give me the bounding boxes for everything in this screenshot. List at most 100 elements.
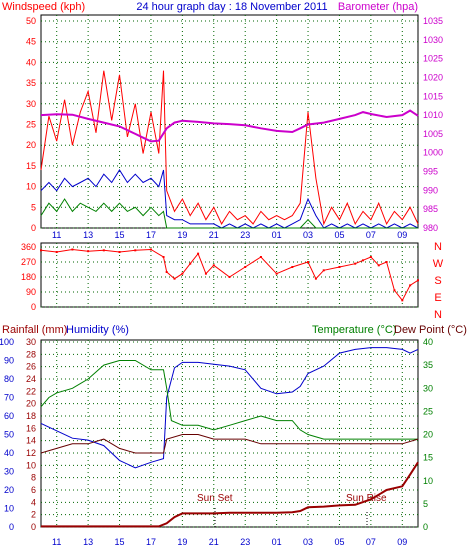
rain-tick-label: 16 [26,423,36,433]
wind-tick-label: 30 [26,99,36,109]
wind-tick-label: 5 [31,202,36,212]
x-tick-label: 01 [272,230,282,240]
x-tick-label: 15 [115,230,125,240]
rain-tick-label: 0 [31,522,36,532]
sunrise-label: Sun Rise [346,493,387,504]
baro-tick-label: 1030 [423,35,443,45]
wind-tick-label: 45 [26,37,36,47]
x-tick-label: 09 [397,537,407,547]
rain-tick-label: 10 [26,460,36,470]
x-tick-label: 23 [240,537,250,547]
plot-layer: 0510152025303540455098098599099510001005… [0,15,444,547]
barometer-axis-title: Barometer (hpa) [338,1,418,13]
rain-tick-label: 14 [26,436,36,446]
rainfall-axis-title: Rainfall (mm) [2,324,67,336]
direction-tick-label: 270 [21,257,36,267]
rain-tick-label: 4 [31,497,36,507]
direction-tick-label: 360 [21,242,36,252]
x-tick-label: 19 [177,537,187,547]
rain-tick-label: 22 [26,386,36,396]
humidity-tick-label: 0 [9,522,14,532]
humidity-tick-label: 40 [4,448,14,458]
rain-tick-label: 18 [26,411,36,421]
baro-tick-label: 1025 [423,54,443,64]
humidity-tick-label: 10 [4,504,14,514]
wind-tick-label: 0 [31,223,36,233]
humidity-tick-label: 30 [4,467,14,477]
x-tick-label: 13 [83,230,93,240]
humidity-tick-label: 20 [4,485,14,495]
x-tick-label: 09 [397,230,407,240]
sunset-label: Sun Set [197,493,233,504]
baro-tick-label: 1020 [423,72,443,82]
x-tick-label: 21 [209,230,219,240]
temperature-tick-label: 30 [423,383,433,393]
baro-tick-label: 1015 [423,91,443,101]
rain-tick-label: 2 [31,510,36,520]
direction-tick-label: 90 [26,287,36,297]
direction-tick-label: 0 [31,302,36,312]
humidity-tick-label: 70 [4,393,14,403]
rain-tick-label: 30 [26,337,36,347]
baro-tick-label: 1035 [423,16,443,26]
wind-tick-label: 40 [26,57,36,67]
compass-label: E [434,292,441,304]
wind-tick-label: 50 [26,16,36,26]
temperature-tick-label: 20 [423,430,433,440]
x-tick-label: 05 [334,230,344,240]
windspeed-axis-title: Windspeed (kph) [2,1,85,13]
humidity-tick-label: 100 [0,337,14,347]
baro-tick-label: 1000 [423,148,443,158]
temperature-axis-title: Temperature (°C) [312,324,396,336]
climate-panel [40,339,419,528]
baro-tick-label: 985 [423,204,438,214]
wind-tick-label: 10 [26,182,36,192]
x-tick-label: 15 [115,537,125,547]
barometer-line [40,109,419,143]
x-tick-label: 11 [52,230,61,240]
humidity-axis-title: Humidity (%) [66,324,129,336]
rain-tick-label: 28 [26,349,36,359]
temperature-tick-label: 15 [423,453,433,463]
temperature-tick-label: 0 [423,522,428,532]
rain-tick-label: 24 [26,374,36,384]
direction-line [40,248,419,302]
compass-label: W [433,258,444,270]
wind-tick-label: 15 [26,161,36,171]
baro-tick-label: 995 [423,167,438,177]
wind-gust-line [40,70,419,226]
x-tick-label: 07 [366,230,376,240]
wind-tick-label: 35 [26,78,36,88]
x-tick-label: 17 [146,230,156,240]
rainfall-line [41,461,419,528]
temperature-tick-label: 5 [423,499,428,509]
wind-tick-label: 20 [26,140,36,150]
compass-label: N [434,309,442,321]
humidity-line [40,347,419,469]
rain-tick-label: 20 [26,399,36,409]
x-tick-label: 07 [366,537,376,547]
temperature-tick-label: 35 [423,360,433,370]
dewpoint-axis-title: Dew Point (°C) [394,324,467,336]
wind-tick-label: 25 [26,120,36,130]
temperature-tick-label: 25 [423,406,433,416]
wind-lull-line [40,198,418,229]
x-tick-label: 05 [334,537,344,547]
temperature-tick-label: 10 [423,476,433,486]
x-tick-label: 13 [83,537,93,547]
humidity-tick-label: 90 [4,356,14,366]
humidity-tick-label: 80 [4,374,14,384]
baro-tick-label: 1005 [423,129,443,139]
temperature-line [40,360,418,440]
rain-tick-label: 8 [31,473,36,483]
baro-tick-label: 980 [423,223,438,233]
dewpoint-line [40,434,419,454]
x-tick-label: 03 [303,537,313,547]
rain-tick-label: 6 [31,485,36,495]
direction-panel [40,242,419,308]
direction-tick-label: 180 [21,272,36,282]
temperature-tick-label: 40 [423,337,433,347]
rain-tick-label: 12 [26,448,36,458]
compass-label: N [434,241,442,253]
